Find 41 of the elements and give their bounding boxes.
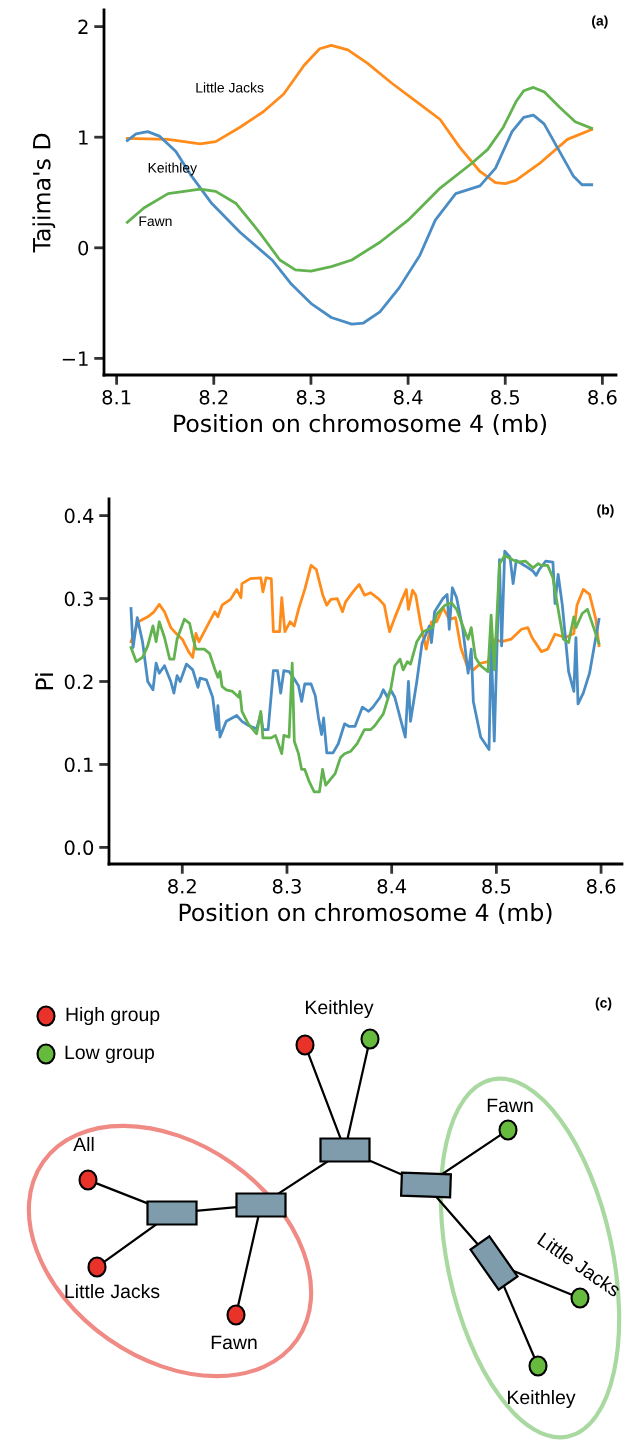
line-series xyxy=(125,44,594,186)
text: (c) xyxy=(595,997,612,1011)
text: High group xyxy=(66,1006,160,1026)
y-tick-label: 0 xyxy=(78,240,89,256)
x-tick-label: 8.3 xyxy=(296,389,325,405)
series-label: Fawn xyxy=(139,216,172,227)
annotation: (b) xyxy=(597,504,614,518)
text: All xyxy=(73,1136,94,1152)
x-tick-label: 8.5 xyxy=(482,878,511,894)
y-tick-label: 0.4 xyxy=(64,508,94,524)
y-axis-title: Tajima's D xyxy=(32,133,56,253)
x-tick-label: 8.5 xyxy=(491,389,520,405)
line-series xyxy=(125,113,594,326)
x-tick-label: 8.6 xyxy=(586,878,616,894)
series-label: Little Jacks xyxy=(196,82,264,93)
text: Low group xyxy=(65,1045,154,1064)
annotation: (a) xyxy=(592,15,608,29)
x-tick-label: 8.1 xyxy=(102,389,131,405)
y-tick-label: −1 xyxy=(62,351,88,366)
y-tick-label: 0.0 xyxy=(64,840,94,856)
y-tick-label: 1 xyxy=(79,130,88,145)
x-tick-label: 8.4 xyxy=(377,878,407,894)
x-tick-label: 8.3 xyxy=(272,878,301,894)
y-tick-label: 0.1 xyxy=(64,757,93,773)
text: Keithley xyxy=(306,999,374,1019)
line-series xyxy=(129,549,601,755)
y-tick-label: 0.2 xyxy=(64,674,93,690)
y-tick-label: 0.3 xyxy=(64,591,93,607)
x-tick-label: 8.2 xyxy=(168,878,196,894)
y-tick-label: 2 xyxy=(78,19,88,34)
x-tick-label: 8.2 xyxy=(199,389,228,405)
x-tick-label: 8.4 xyxy=(393,389,423,405)
text: Fawn xyxy=(211,1335,257,1350)
x-axis-title: Position on chromosome 4 (mb) xyxy=(174,413,547,436)
x-tick-label: 8.6 xyxy=(588,389,617,405)
text: Fawn xyxy=(487,1098,533,1113)
line-series xyxy=(129,554,601,794)
text: Keithley xyxy=(508,1389,576,1409)
y-axis-title: Pi xyxy=(35,673,54,690)
x-axis-title: Position on chromosome 4 (mb) xyxy=(179,902,552,925)
text: Little Jacks xyxy=(65,1283,160,1299)
